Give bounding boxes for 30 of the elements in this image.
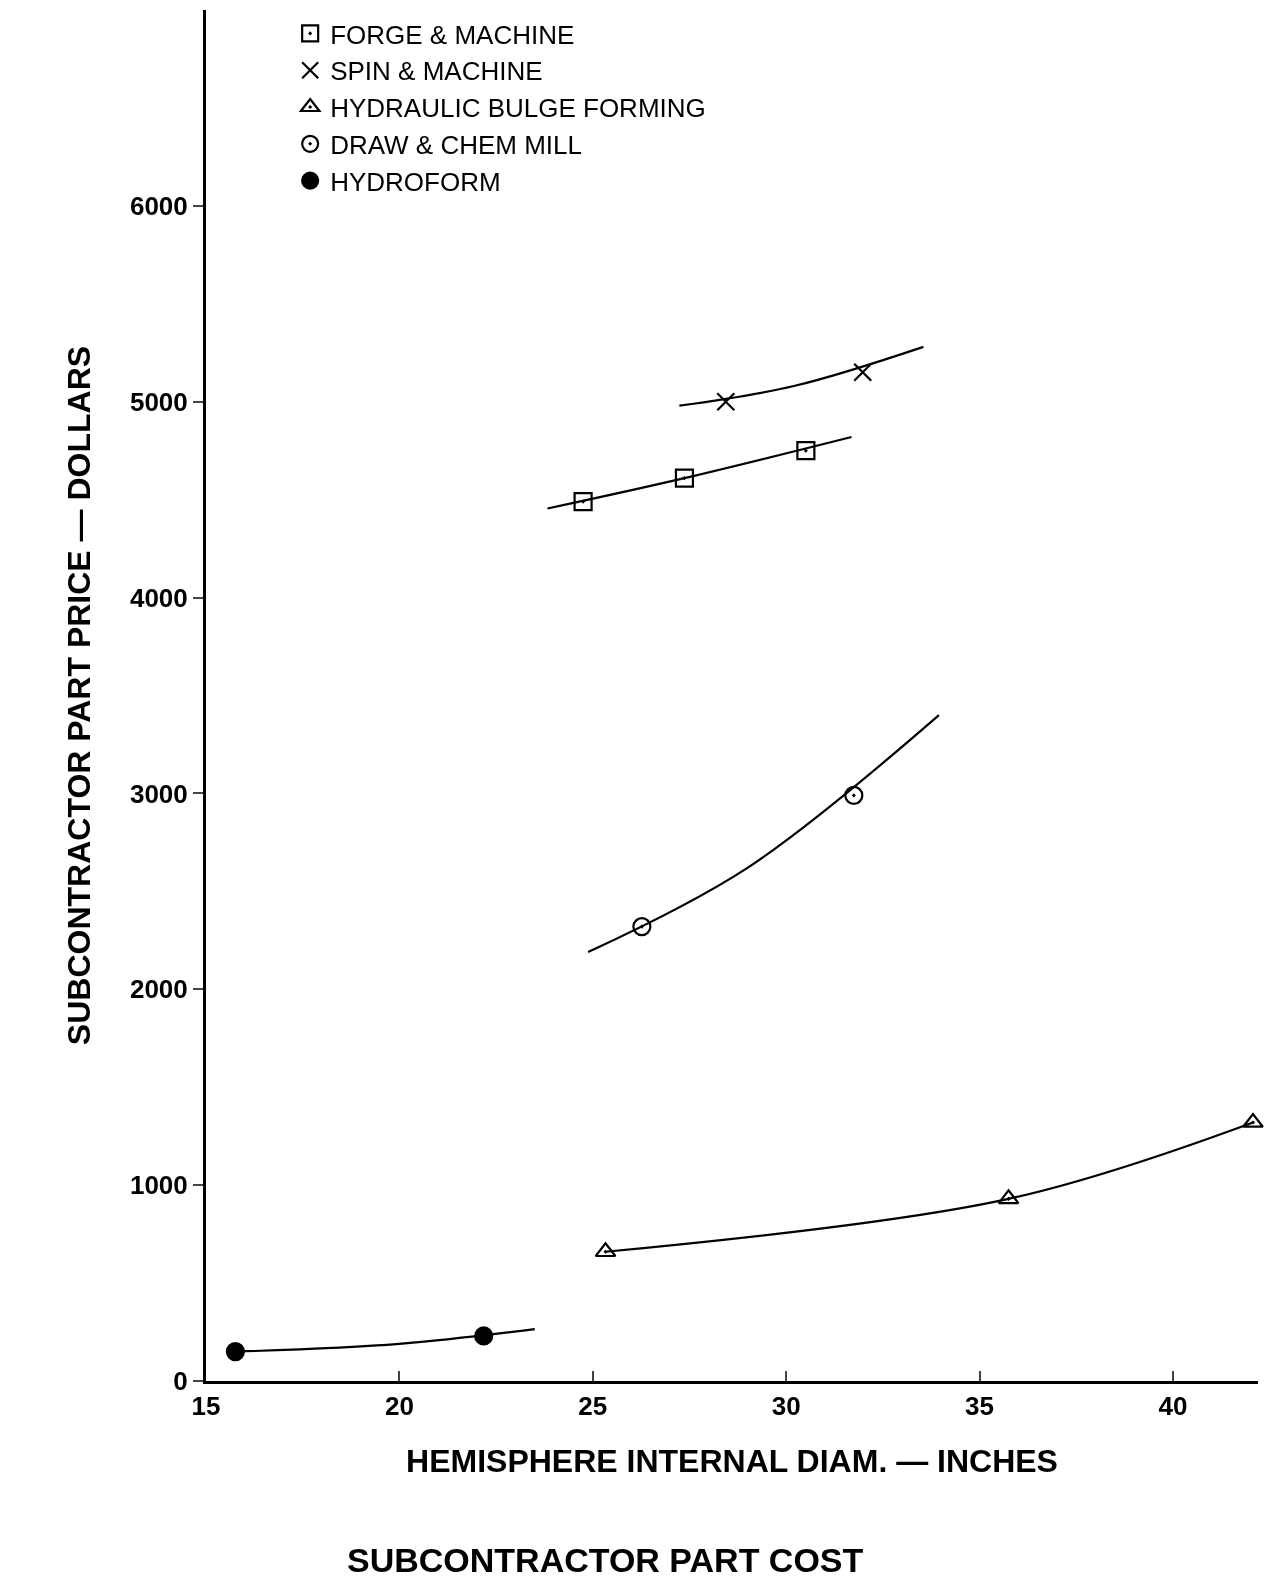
point [853,362,873,382]
point [796,441,816,461]
y-tick-label: 5000 [129,386,188,417]
x-tick-label: 25 [578,1391,608,1422]
x-tick-label: 35 [965,1391,994,1422]
point [844,785,864,805]
y-tick-label: 2000 [129,974,188,1005]
x-tick-label: 20 [384,1391,414,1422]
y-axis-title: SUBCONTRACTOR PART PRICE — DOLLARS [61,345,98,1046]
x-tick-label: 15 [191,1391,221,1422]
point [674,468,695,488]
legend-label: HYDROFORM [330,166,501,197]
point [225,1342,245,1362]
y-tick-label: 6000 [129,190,188,221]
point [716,392,736,412]
x-axis-title: HEMISPHERE INTERNAL DIAM. — INCHES [406,1443,1058,1480]
y-tick-label: 4000 [129,582,188,613]
point [573,492,593,512]
text: SUBCONTRACTOR PART COST [347,1541,864,1579]
point [1242,1112,1264,1128]
legend-label: HYDRAULIC BULGE FORMING [330,93,706,124]
point [632,917,652,937]
legend-label: DRAW & CHEM MILL [330,129,582,160]
y-tick-label: 0 [173,1366,188,1397]
y-tick-label: 3000 [129,778,188,809]
x-tick-label: 30 [771,1391,801,1422]
legend-label: SPIN & MACHINE [330,56,543,87]
y-tick-label: 1000 [129,1170,188,1201]
legend-label: FORGE & MACHINE [330,19,575,50]
x-tick-label: 40 [1158,1391,1188,1422]
